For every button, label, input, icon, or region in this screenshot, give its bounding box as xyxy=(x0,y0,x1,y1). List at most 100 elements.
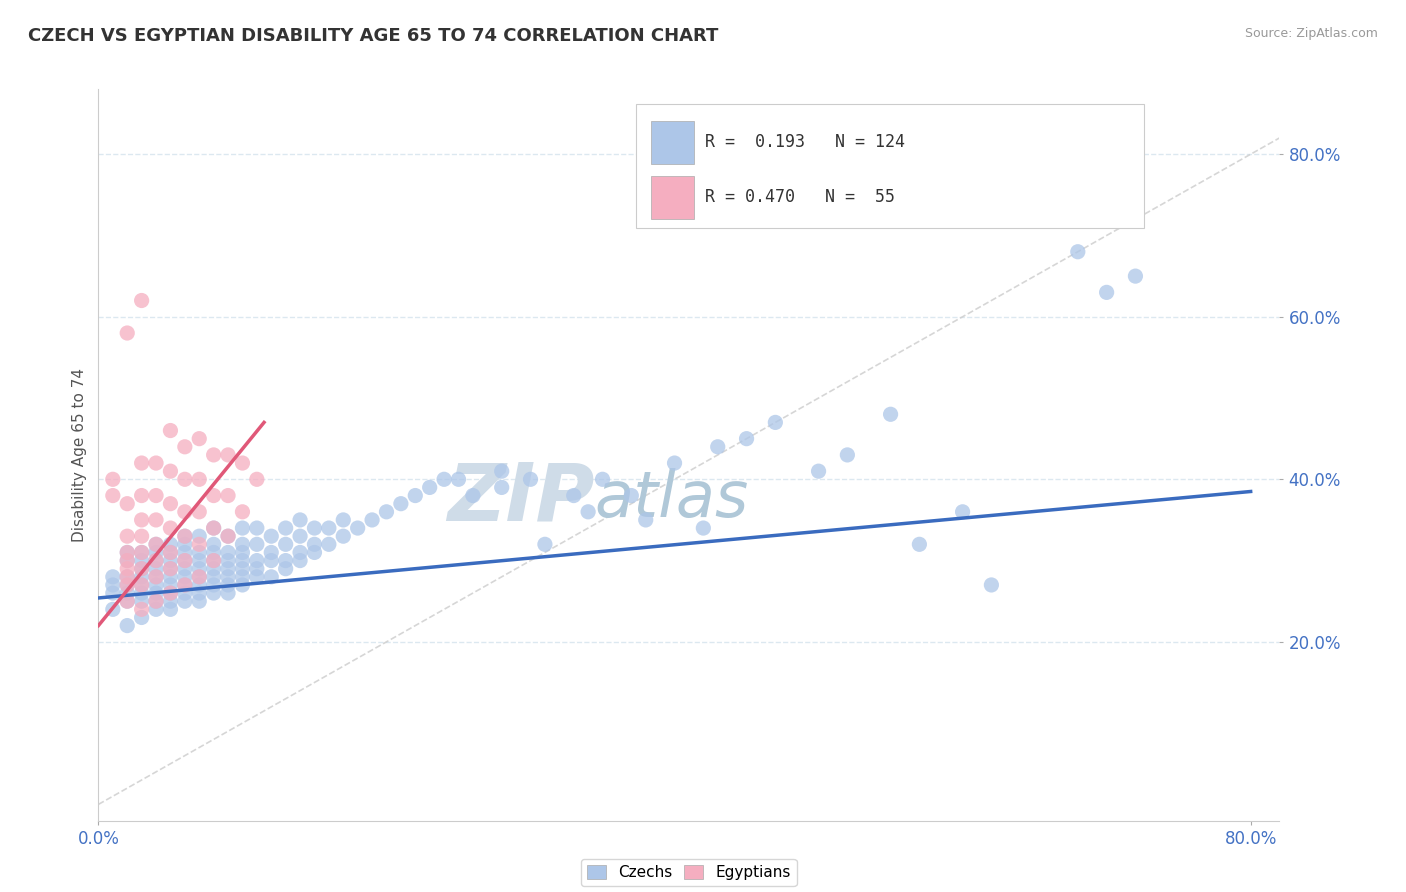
Point xyxy=(131,570,153,584)
Point xyxy=(202,562,225,576)
Point xyxy=(131,586,153,600)
Text: Source: ZipAtlas.com: Source: ZipAtlas.com xyxy=(1244,27,1378,40)
Point xyxy=(131,545,153,559)
Point xyxy=(375,505,398,519)
FancyBboxPatch shape xyxy=(651,176,693,219)
Point xyxy=(115,553,138,567)
Point xyxy=(173,562,195,576)
Point xyxy=(173,586,195,600)
Point xyxy=(706,440,728,454)
Point xyxy=(202,489,225,503)
Point xyxy=(1067,244,1090,259)
Point xyxy=(159,586,181,600)
Point xyxy=(202,537,225,551)
Point xyxy=(115,586,138,600)
Point xyxy=(159,562,181,576)
Point xyxy=(274,553,297,567)
Point xyxy=(115,578,138,592)
Text: CZECH VS EGYPTIAN DISABILITY AGE 65 TO 74 CORRELATION CHART: CZECH VS EGYPTIAN DISABILITY AGE 65 TO 7… xyxy=(28,27,718,45)
Point xyxy=(115,497,138,511)
Point xyxy=(145,602,167,616)
Point xyxy=(115,529,138,543)
Point xyxy=(115,594,138,608)
Point xyxy=(101,578,124,592)
Point xyxy=(231,578,253,592)
Point xyxy=(101,586,124,600)
Point xyxy=(692,521,714,535)
Point xyxy=(534,537,557,551)
Point xyxy=(807,464,830,478)
Text: atlas: atlas xyxy=(595,467,749,530)
Point xyxy=(115,594,138,608)
Point xyxy=(202,570,225,584)
Point xyxy=(260,545,283,559)
Point xyxy=(173,570,195,584)
Point xyxy=(188,562,211,576)
Point xyxy=(101,472,124,486)
Point xyxy=(159,464,181,478)
Point xyxy=(115,326,138,340)
Point xyxy=(217,529,239,543)
Point xyxy=(131,610,153,624)
Point xyxy=(115,562,138,576)
Point xyxy=(188,537,211,551)
Point xyxy=(173,578,195,592)
Point xyxy=(304,521,326,535)
Point xyxy=(1095,285,1118,300)
Point xyxy=(145,537,167,551)
Point xyxy=(274,562,297,576)
Point xyxy=(159,545,181,559)
Point xyxy=(735,432,758,446)
Point xyxy=(101,489,124,503)
Point xyxy=(664,456,686,470)
Point xyxy=(288,513,311,527)
Text: R = 0.470   N =  55: R = 0.470 N = 55 xyxy=(706,188,896,206)
Point xyxy=(461,489,484,503)
Point xyxy=(491,480,513,494)
Point xyxy=(763,416,786,430)
Point xyxy=(879,407,901,421)
Point xyxy=(188,472,211,486)
Point xyxy=(188,432,211,446)
Point xyxy=(1125,269,1147,284)
Point xyxy=(346,521,368,535)
Point xyxy=(173,537,195,551)
Point xyxy=(332,513,354,527)
Point xyxy=(361,513,384,527)
Legend: Czechs, Egyptians: Czechs, Egyptians xyxy=(581,859,797,886)
Point xyxy=(980,578,1002,592)
Point xyxy=(145,578,167,592)
Point xyxy=(145,594,167,608)
Point xyxy=(274,521,297,535)
Point xyxy=(274,537,297,551)
Point xyxy=(115,618,138,632)
Point xyxy=(131,562,153,576)
Point xyxy=(231,456,253,470)
Point xyxy=(131,562,153,576)
Point xyxy=(231,505,253,519)
Point xyxy=(260,570,283,584)
Point xyxy=(159,602,181,616)
Point xyxy=(260,553,283,567)
Point xyxy=(304,545,326,559)
Point xyxy=(159,545,181,559)
Point xyxy=(288,545,311,559)
Text: ZIP: ZIP xyxy=(447,459,595,538)
Point xyxy=(217,545,239,559)
Point xyxy=(188,505,211,519)
Point xyxy=(246,472,269,486)
Point xyxy=(188,545,211,559)
Point xyxy=(159,594,181,608)
Point xyxy=(188,570,211,584)
Point xyxy=(231,537,253,551)
Point xyxy=(173,529,195,543)
Point xyxy=(318,521,340,535)
Point xyxy=(404,489,426,503)
Point xyxy=(562,489,585,503)
Point xyxy=(188,553,211,567)
Point xyxy=(173,472,195,486)
Point xyxy=(145,594,167,608)
Point xyxy=(231,521,253,535)
Point xyxy=(131,553,153,567)
Text: R =  0.193   N = 124: R = 0.193 N = 124 xyxy=(706,133,905,152)
